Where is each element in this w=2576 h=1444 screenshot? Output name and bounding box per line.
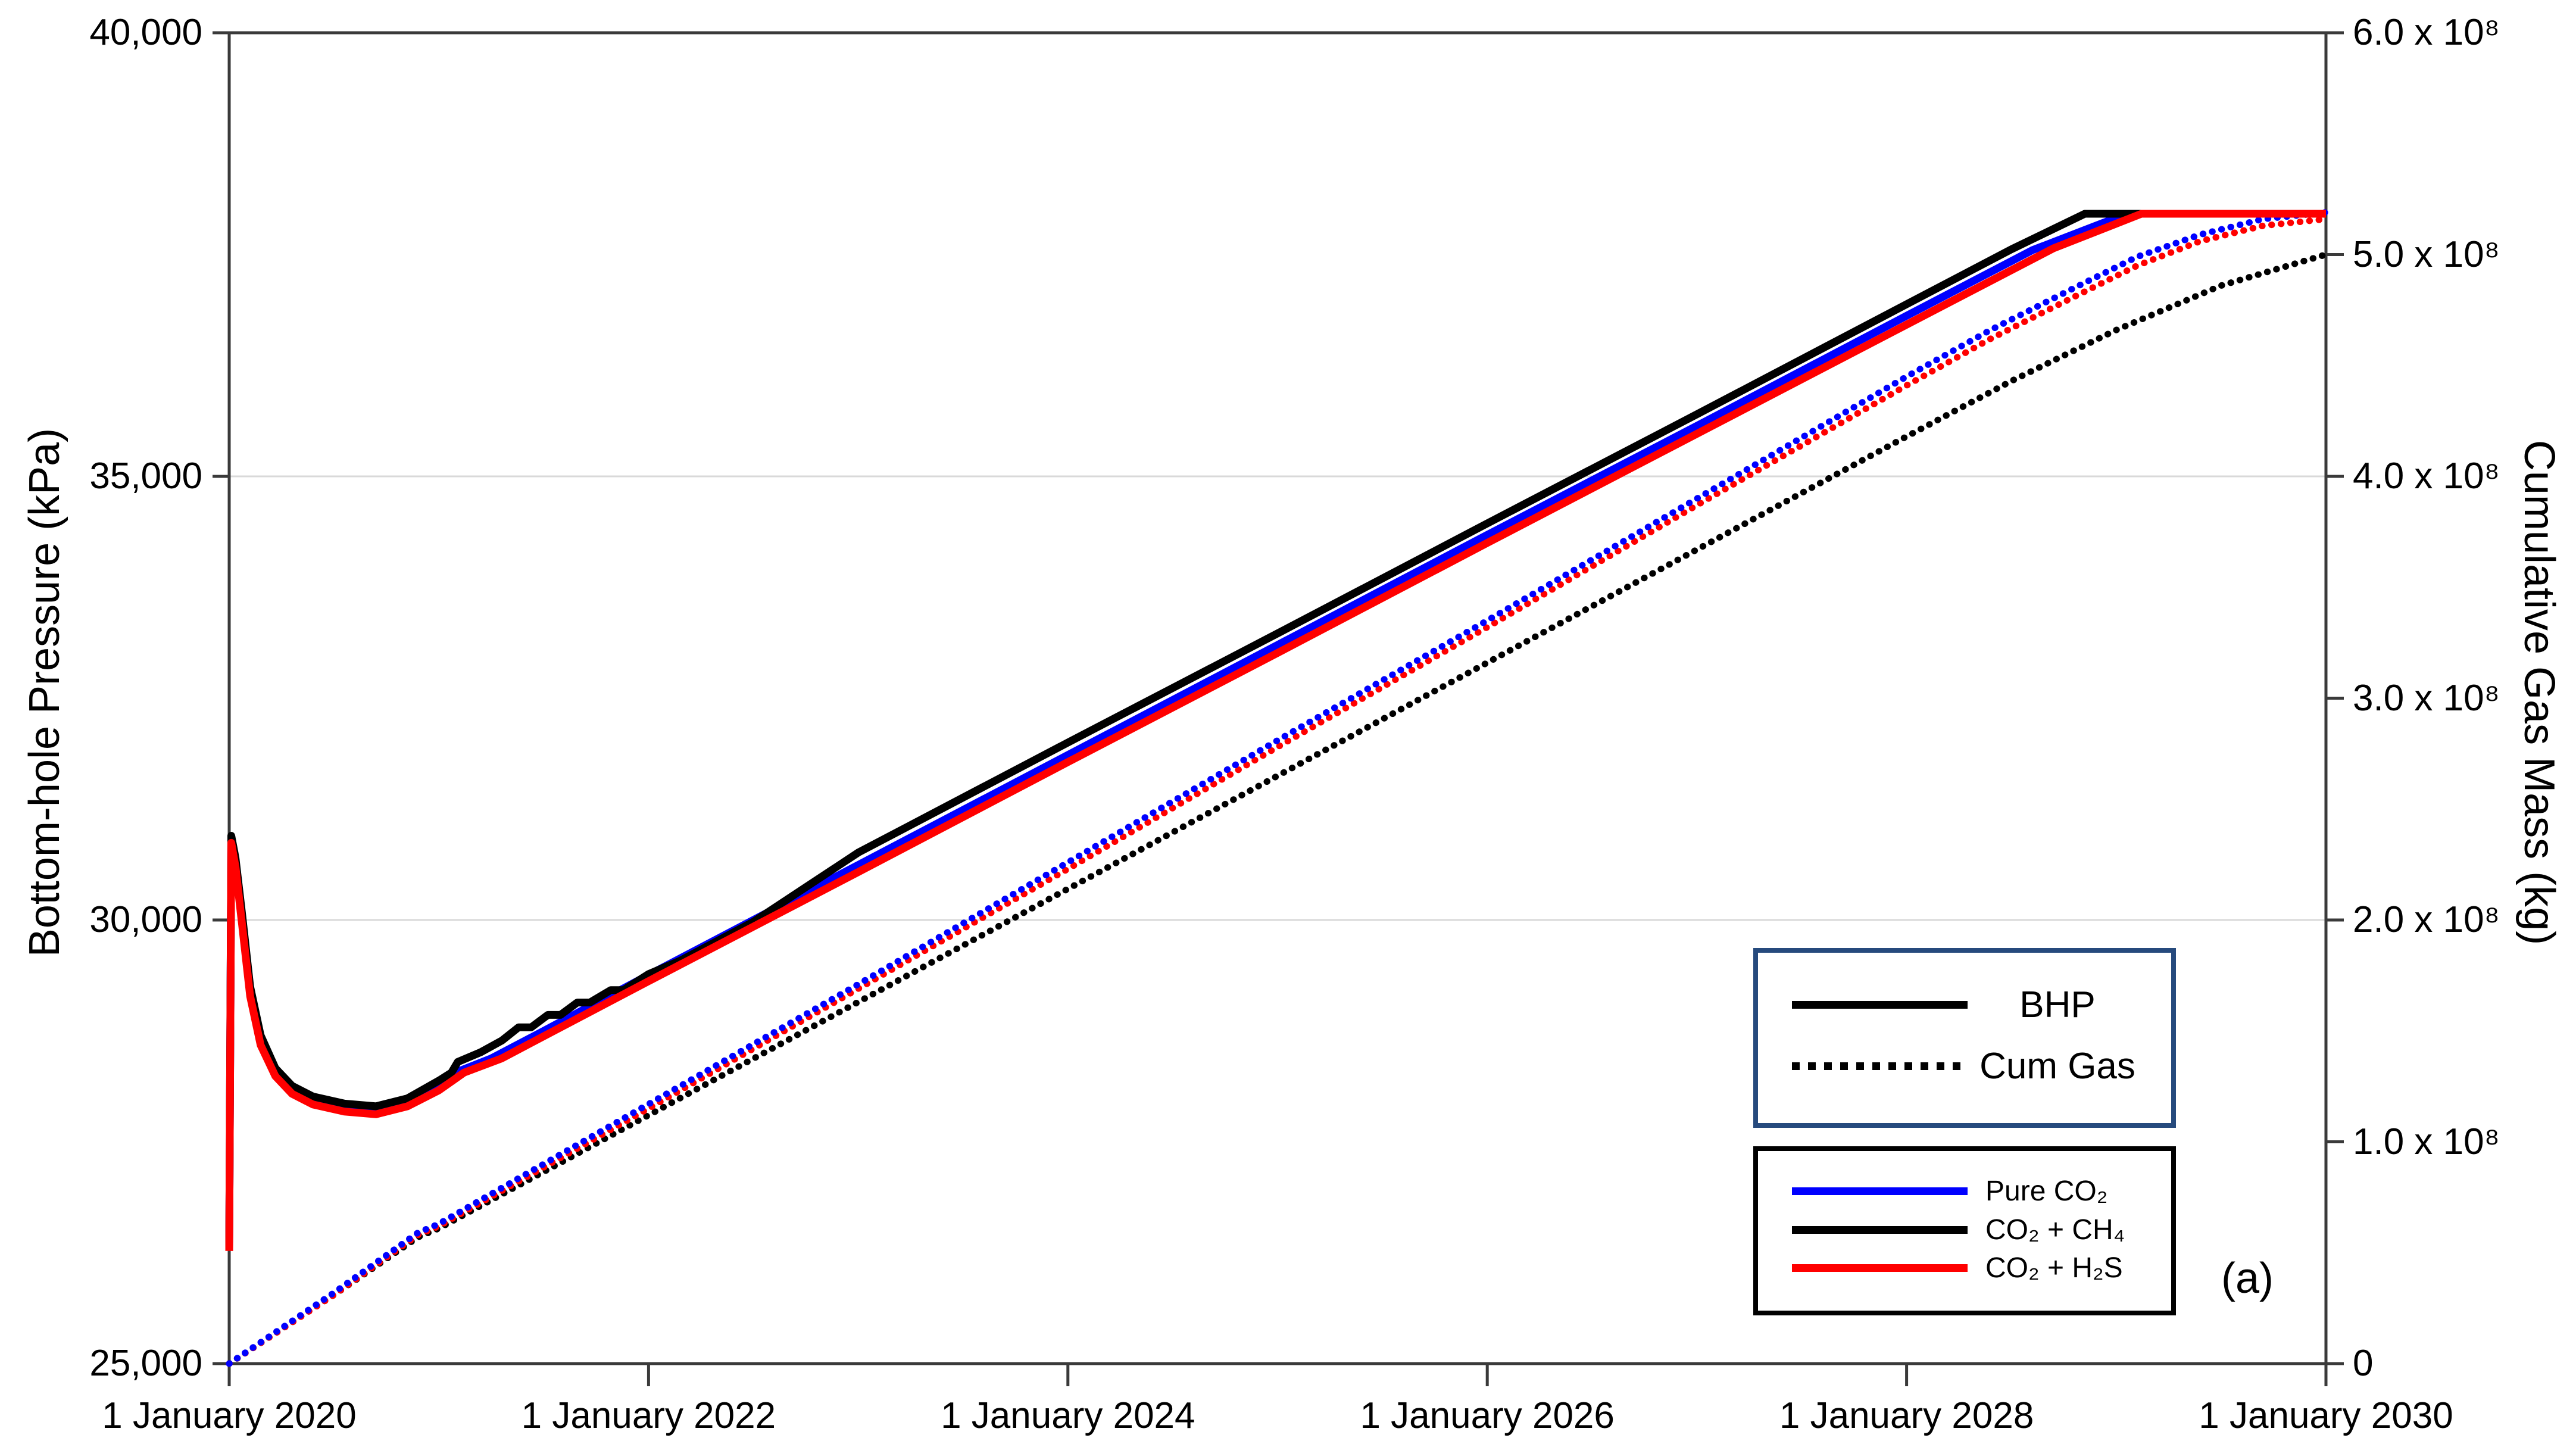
y-right-tick-label: 0 — [2353, 1343, 2374, 1384]
y-right-tick-label: 6.0 x 10⁸ — [2353, 12, 2500, 53]
legend-row: CO₂ + H₂S — [1792, 1252, 2153, 1284]
legend-row-label: CO₂ + H₂S — [1985, 1252, 2123, 1284]
y-left-tick-label: 40,000 — [89, 12, 202, 53]
series-cumgas-co2-ch4 — [226, 251, 2330, 1367]
legend-line-styles: BHP Cum Gas — [1753, 948, 2176, 1128]
y-left-tick-label: 35,000 — [89, 456, 202, 497]
legend-solid-line-sample — [1792, 1187, 1968, 1195]
legend-row-label: Cum Gas — [1979, 1046, 2135, 1087]
legend-row-label: CO₂ + CH₄ — [1985, 1214, 2125, 1246]
y-right-tick-label: 5.0 x 10⁸ — [2353, 233, 2500, 275]
x-tick-label: 1 January 2024 — [941, 1395, 1195, 1436]
plot-border — [227, 31, 2328, 1365]
legend-row: Cum Gas — [1792, 1045, 2147, 1087]
x-tick-label: 1 January 2030 — [2199, 1395, 2453, 1436]
legend-solid-line-sample — [1792, 1001, 1968, 1009]
y-right-tick-label: 4.0 x 10⁸ — [2353, 456, 2500, 497]
y-left-axis-title: Bottom-hole Pressure (kPa) — [21, 428, 68, 958]
y-right-tick-label: 3.0 x 10⁸ — [2353, 677, 2500, 719]
x-tick-label: 1 January 2026 — [1360, 1395, 1615, 1436]
legend-row-label: Pure CO₂ — [1985, 1175, 2108, 1207]
y-right-tick-label: 2.0 x 10⁸ — [2353, 899, 2500, 940]
series-cumgas-pure-co2 — [226, 209, 2330, 1367]
legend-series: Pure CO₂ CO₂ + CH₄ CO₂ + H₂S — [1753, 1146, 2176, 1315]
y-right-axis-title: Cumulative Gas Mass (kg) — [2515, 439, 2563, 946]
legend-solid-line-sample — [1792, 1264, 1968, 1272]
legend-solid-line-sample — [1792, 1225, 1968, 1234]
y-right-tick-label: 1.0 x 10⁸ — [2353, 1121, 2500, 1162]
y-left-tick-label: 30,000 — [89, 899, 202, 940]
x-tick-label: 1 January 2022 — [521, 1395, 776, 1436]
y-left-tick-label: 25,000 — [89, 1343, 202, 1384]
x-tick-label: 1 January 2020 — [102, 1395, 357, 1436]
series-cumgas-co2-h2s — [226, 216, 2330, 1367]
legend-row: Pure CO₂ — [1792, 1175, 2153, 1208]
subfigure-label: (a) — [2221, 1255, 2274, 1302]
legend-row: CO₂ + CH₄ — [1792, 1214, 2153, 1246]
x-tick-label: 1 January 2028 — [1779, 1395, 2034, 1436]
series-bhp-co2-h2s — [225, 210, 2326, 1251]
legend-row-label: BHP — [2019, 984, 2096, 1025]
legend-dotted-line-sample — [1792, 1062, 1968, 1070]
legend-row: BHP — [1792, 984, 2147, 1026]
